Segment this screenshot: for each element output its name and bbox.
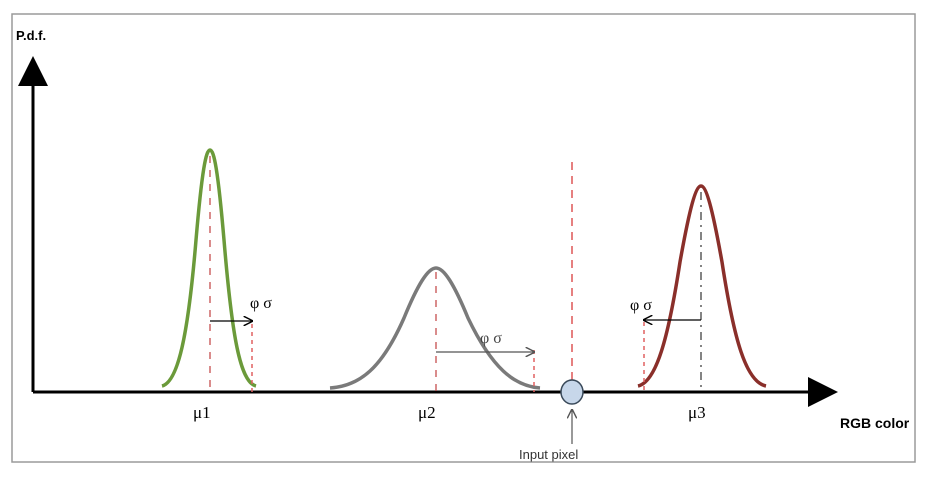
x-axis-label: RGB color [840, 415, 910, 431]
mean-label-2: μ2 [418, 403, 436, 422]
y-axis-label: P.d.f. [16, 28, 46, 43]
curve-1 [161, 148, 257, 388]
spread-label-2: φ σ [480, 330, 502, 347]
curve-2 [329, 266, 541, 390]
input-pixel-marker [560, 379, 584, 405]
curve-3 [637, 184, 767, 388]
mean-label-3: μ3 [688, 403, 706, 422]
spread-label-3: φ σ [630, 297, 652, 314]
mean-label-1: μ1 [193, 403, 211, 422]
frame-border [11, 13, 916, 463]
spread-label-1: φ σ [250, 295, 272, 312]
input-pixel-label: Input pixel [519, 447, 578, 462]
